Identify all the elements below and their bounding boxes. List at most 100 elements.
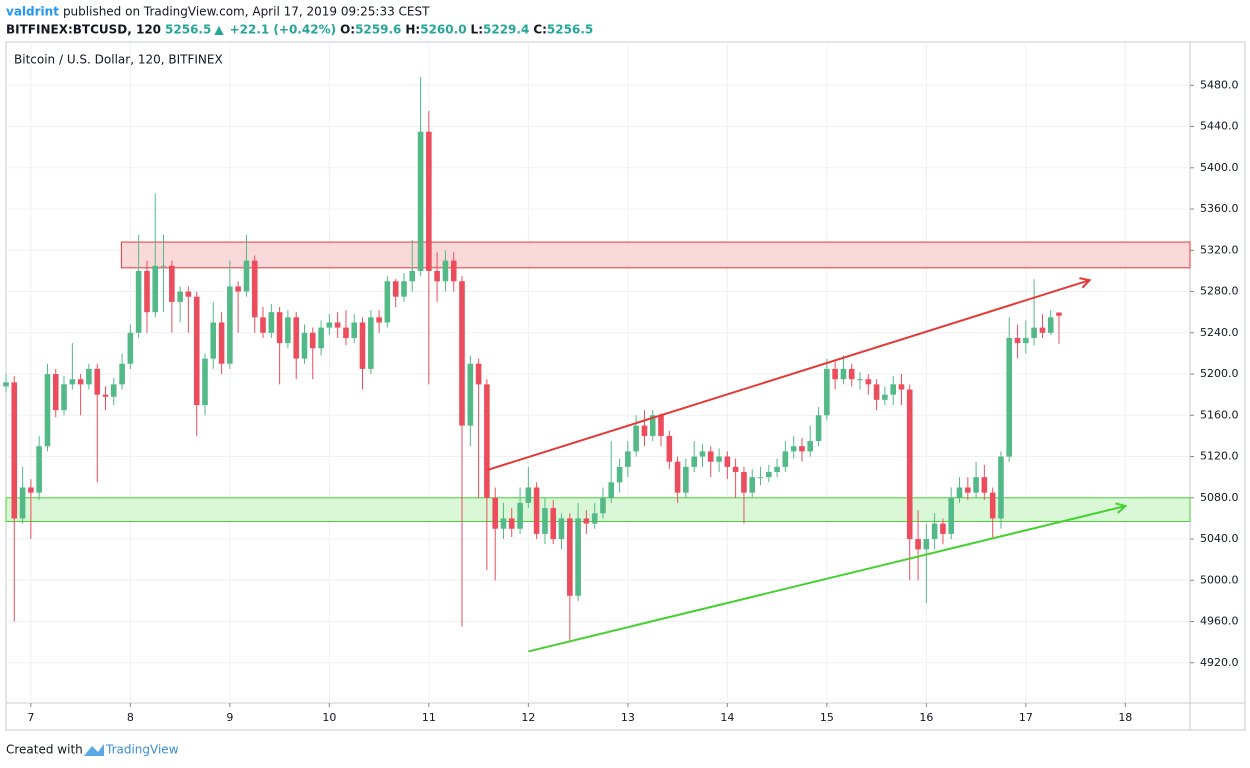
candle-body <box>135 270 142 333</box>
candle-body <box>865 379 872 385</box>
candle-body <box>384 281 391 323</box>
candle-body <box>591 513 598 524</box>
candle-body <box>243 260 250 292</box>
candle-body <box>915 539 921 550</box>
candle-body <box>94 368 101 395</box>
x-tick-label: 15 <box>820 711 834 724</box>
candle-body <box>36 446 42 493</box>
candle-body <box>774 466 780 473</box>
candle-body <box>202 358 208 405</box>
published: published on TradingView.com, April 17, … <box>63 5 430 19</box>
y-tick-label: 5040.0 <box>1200 532 1239 545</box>
x-tick-label: 16 <box>919 711 933 724</box>
candle-body <box>1023 337 1029 344</box>
candle-body <box>467 363 474 426</box>
candle-body <box>533 487 540 534</box>
candle-body <box>873 384 880 400</box>
candle-body <box>882 394 888 400</box>
candle-body <box>649 415 656 436</box>
candle-body <box>110 384 117 397</box>
y-tick-label: 5120.0 <box>1200 450 1239 463</box>
candle-body <box>227 286 233 364</box>
candle-body <box>152 265 159 313</box>
x-tick-label: 18 <box>1118 711 1132 724</box>
candle-body <box>674 461 681 493</box>
candle-body <box>890 384 897 395</box>
candle-body <box>343 327 349 338</box>
candle-body <box>293 317 300 359</box>
candle-body <box>77 379 84 385</box>
candle-body <box>683 466 689 493</box>
candle-body <box>815 415 822 442</box>
candle-body <box>699 451 706 457</box>
candle-body <box>583 518 590 524</box>
candle-body <box>442 260 449 282</box>
candle-body <box>351 322 358 338</box>
candle-body <box>724 456 731 467</box>
high-value: 5260.0 <box>420 23 466 37</box>
candle-body <box>998 456 1004 519</box>
candle-body <box>11 382 18 519</box>
x-tick-label: 11 <box>422 711 436 724</box>
candle-body <box>160 265 167 267</box>
candle-body <box>807 441 814 452</box>
candle-body <box>575 518 581 596</box>
candle-body <box>326 322 333 328</box>
candle-body <box>44 374 51 447</box>
zone <box>5 497 1191 523</box>
candle-body <box>500 518 507 529</box>
candle-body <box>550 508 557 540</box>
candle-body <box>334 322 341 328</box>
candle-body <box>210 322 217 359</box>
candle-body <box>749 477 756 493</box>
candle-body <box>376 317 382 323</box>
low-value: 5229.4 <box>483 23 529 37</box>
trend-line <box>487 280 1090 471</box>
candle-body <box>508 518 515 529</box>
candle-body <box>285 317 291 344</box>
low-label: L: <box>471 23 483 37</box>
trend-line <box>528 506 1125 653</box>
change-arrow: ▲ <box>214 23 224 37</box>
candle-body <box>409 270 416 282</box>
open-label: O: <box>340 23 355 37</box>
candle-body <box>965 487 971 493</box>
candle-body <box>301 332 308 359</box>
candle-body <box>475 363 482 385</box>
footer-brand[interactable]: TradingView <box>105 743 179 757</box>
candle-body <box>251 260 258 318</box>
author[interactable]: valdrint <box>6 5 59 19</box>
candle-body <box>434 270 440 282</box>
x-tick-label: 8 <box>127 711 134 724</box>
candle-body <box>61 384 67 411</box>
y-tick-label: 4960.0 <box>1200 615 1239 628</box>
candle-body <box>368 317 374 369</box>
candle-body <box>940 523 946 534</box>
close-value: 5256.5 <box>547 23 593 37</box>
candle-body <box>616 466 623 483</box>
candle-body <box>19 487 26 519</box>
candle-body <box>600 497 606 514</box>
candle-body <box>392 281 399 297</box>
candle-body <box>86 368 92 385</box>
candle-body <box>276 312 283 344</box>
candle-body <box>144 270 150 313</box>
candle-body <box>732 466 739 473</box>
candle-body <box>359 322 366 369</box>
candle-body <box>318 327 324 349</box>
candle-body <box>658 415 664 436</box>
candle-body <box>956 487 963 498</box>
candle-body <box>169 265 175 302</box>
y-tick-label: 4920.0 <box>1200 656 1239 669</box>
candle-body <box>401 281 407 297</box>
candle-body <box>1031 327 1037 338</box>
candle-body <box>417 131 424 271</box>
candle-body <box>235 286 241 292</box>
symbol-line: BITFINEX:BTCUSD, 120 5256.5 ▲ +22.1 (+0.… <box>6 23 593 37</box>
candle-body <box>948 497 955 534</box>
candle-body <box>102 394 109 397</box>
candle-body <box>450 260 457 282</box>
candle-body <box>52 374 59 411</box>
candle-body <box>69 379 76 385</box>
